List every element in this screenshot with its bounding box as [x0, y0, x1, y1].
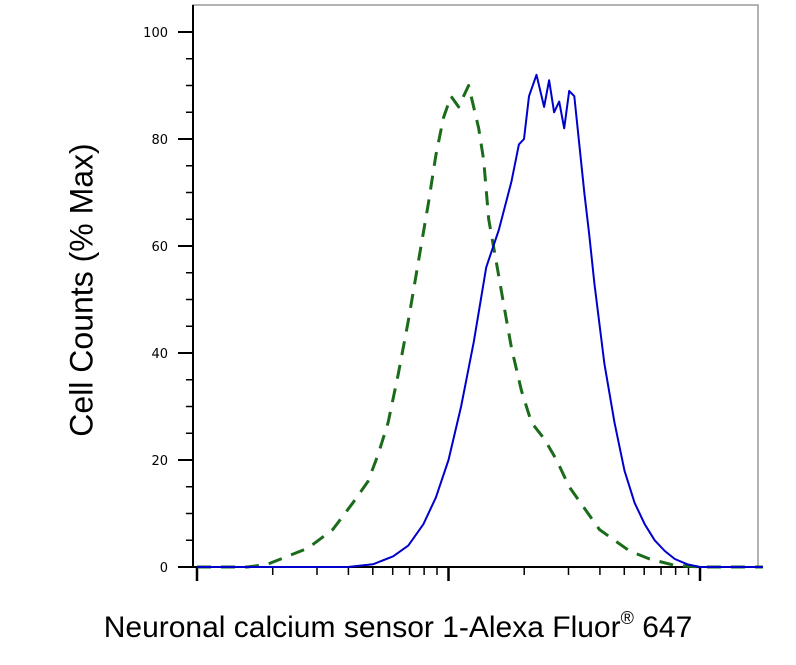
registered-mark: ®	[620, 608, 634, 628]
y-axis-ticks: 0 20 40 60 80 100	[143, 26, 193, 576]
x-axis-label-suffix: 647	[633, 611, 693, 644]
y-tick-label: 100	[143, 26, 168, 41]
y-tick-label: 40	[151, 347, 168, 362]
control-series-line	[197, 84, 763, 569]
y-axis-label: Cell Counts (% Max)	[63, 143, 99, 436]
series-layer	[197, 73, 763, 569]
y-tick-label: 0	[160, 561, 168, 576]
y-tick-label: 20	[151, 454, 168, 469]
x-axis-ticks	[195, 567, 702, 581]
plot-frame	[192, 4, 759, 568]
sample-series-line	[197, 73, 763, 568]
y-tick-label: 80	[151, 133, 168, 148]
y-tick-label: 60	[151, 240, 168, 255]
x-axis-label-text: Neuronal calcium sensor 1-Alexa Fluor	[103, 611, 621, 644]
x-axis-label: Neuronal calcium sensor 1-Alexa Fluor® 6…	[0, 608, 796, 645]
